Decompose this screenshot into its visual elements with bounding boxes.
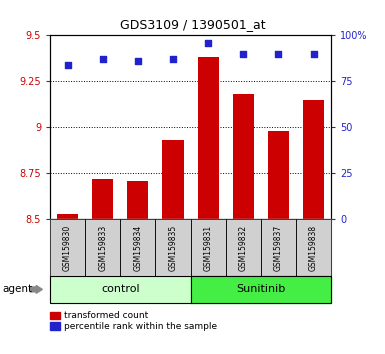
Bar — [92, 179, 113, 219]
Bar — [303, 100, 324, 219]
Text: percentile rank within the sample: percentile rank within the sample — [64, 321, 217, 331]
Point — [170, 57, 176, 62]
Text: GSM159831: GSM159831 — [204, 225, 213, 271]
Text: control: control — [101, 284, 140, 295]
Point — [240, 51, 246, 57]
Text: GSM159833: GSM159833 — [98, 225, 107, 271]
Point — [310, 51, 316, 57]
Point — [135, 58, 141, 64]
Text: GSM159834: GSM159834 — [133, 225, 142, 271]
Bar — [127, 181, 148, 219]
Bar — [162, 140, 184, 219]
Bar — [198, 57, 219, 219]
Text: transformed count: transformed count — [64, 311, 148, 320]
Text: Sunitinib: Sunitinib — [236, 284, 285, 295]
Point — [205, 40, 211, 46]
Bar — [57, 214, 78, 219]
Text: GSM159832: GSM159832 — [239, 225, 248, 271]
Point — [100, 57, 106, 62]
Point — [275, 51, 281, 57]
Text: GSM159838: GSM159838 — [309, 225, 318, 271]
Text: GDS3109 / 1390501_at: GDS3109 / 1390501_at — [120, 18, 265, 31]
Point — [65, 62, 71, 68]
Text: GSM159837: GSM159837 — [274, 225, 283, 271]
Text: agent: agent — [2, 284, 32, 295]
Bar — [268, 131, 289, 219]
Bar — [233, 94, 254, 219]
Text: GSM159830: GSM159830 — [63, 225, 72, 271]
Text: GSM159835: GSM159835 — [169, 225, 177, 271]
